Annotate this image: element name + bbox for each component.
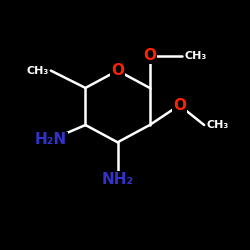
Text: CH₃: CH₃ — [206, 120, 229, 130]
Text: NH₂: NH₂ — [102, 172, 134, 187]
Text: O: O — [173, 98, 186, 113]
Text: CH₃: CH₃ — [184, 51, 206, 61]
Text: O: O — [143, 48, 156, 63]
Text: CH₃: CH₃ — [26, 66, 48, 76]
Text: O: O — [111, 63, 124, 78]
Text: H₂N: H₂N — [35, 132, 67, 147]
